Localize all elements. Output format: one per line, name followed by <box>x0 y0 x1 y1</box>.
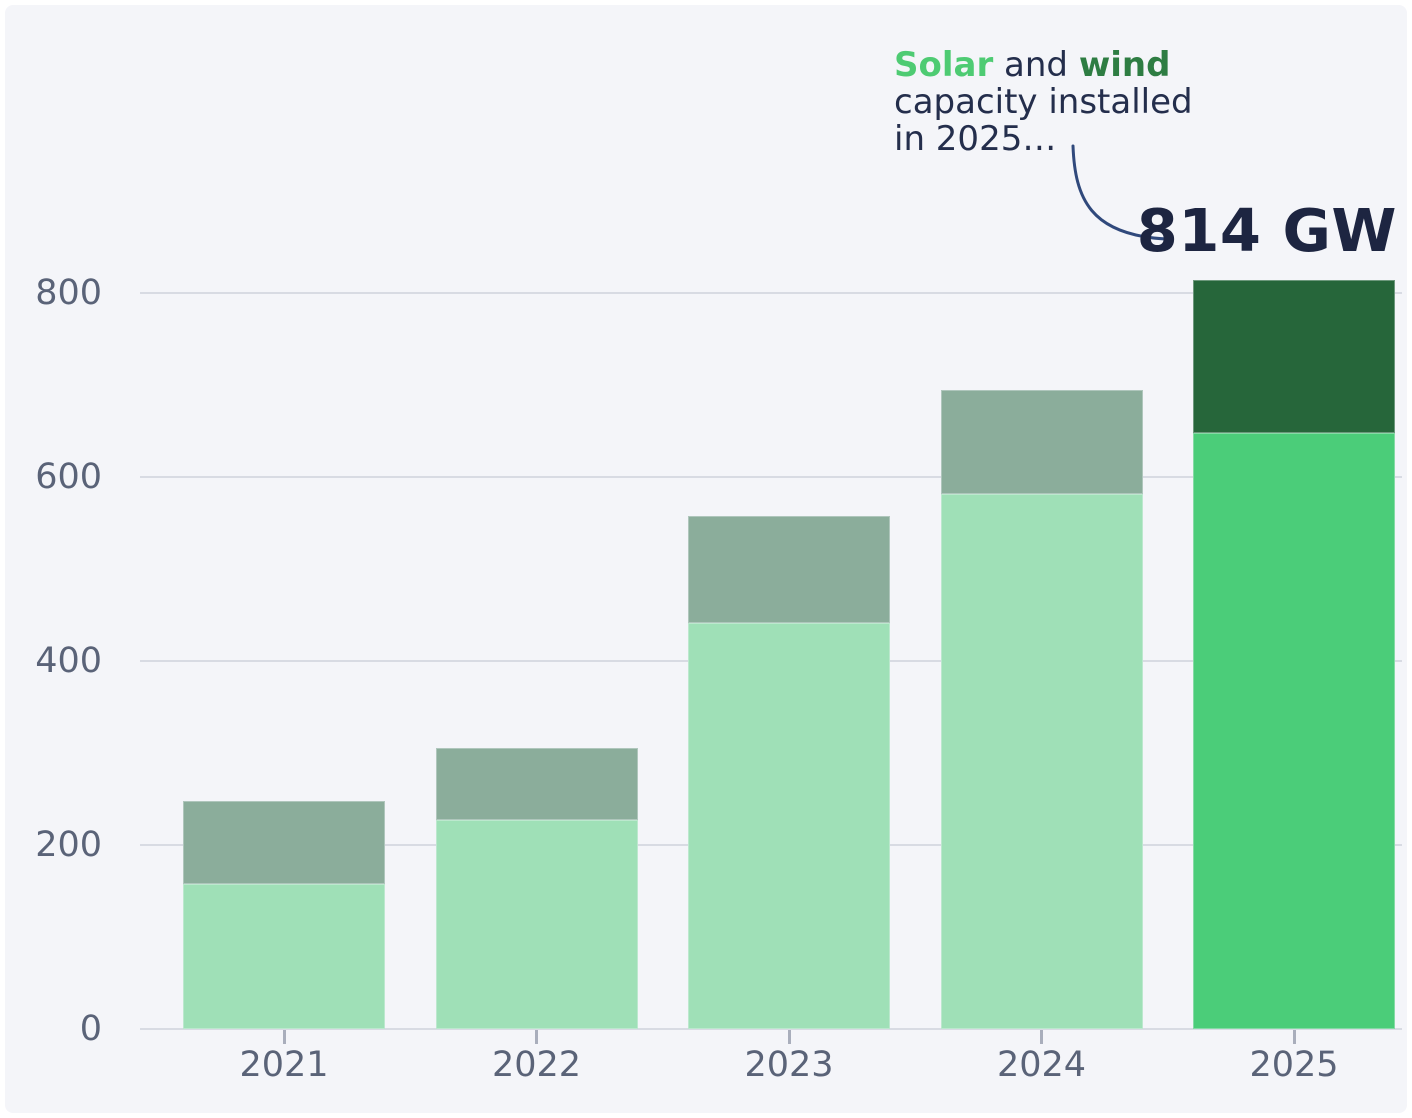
bar-segment-wind-2023 <box>688 515 890 624</box>
annotation-and-word: and <box>993 45 1079 85</box>
bar-segment-wind-2024 <box>940 389 1143 495</box>
x-axis-tick-2022 <box>535 1030 538 1044</box>
bar-segment-solar-2025 <box>1193 432 1395 1029</box>
x-axis-tick-2025 <box>1292 1030 1296 1044</box>
annotation-text-block: Solar and wind capacity installed in 202… <box>894 47 1193 158</box>
gridline-800 <box>140 292 1402 294</box>
annotation-solar-word: Solar <box>894 45 994 85</box>
x-axis-label-2025: 2025 <box>1249 1045 1339 1085</box>
total-value-label: 814 GW <box>1136 196 1397 265</box>
y-axis-label-800: 800 <box>35 273 102 313</box>
annotation-line-3: in 2025… <box>894 119 1057 159</box>
x-axis-tick-2023 <box>787 1030 791 1044</box>
x-axis-label-2024: 2024 <box>996 1045 1087 1085</box>
x-axis-tick-2021 <box>282 1030 286 1044</box>
bar-segment-solar-2023 <box>688 623 890 1029</box>
y-axis-labels-layer: 0 200 400 600 800 <box>5 5 1407 1113</box>
annotation-line-2: capacity installed <box>894 82 1193 122</box>
bar-segment-wind-2021 <box>183 800 385 884</box>
x-axis-label-2021: 2021 <box>239 1045 329 1085</box>
bar-segment-solar-2022 <box>435 820 638 1029</box>
y-axis-label-600: 600 <box>35 457 102 497</box>
x-axis-label-2023: 2023 <box>744 1045 834 1085</box>
chart-panel: 0 200 400 600 800 2021 2022 2023 2024 2025 Solar… <box>5 5 1407 1113</box>
x-axis-layer: 2021 2022 2023 2024 2025 <box>5 5 1407 1113</box>
bars-layer <box>5 5 1407 1113</box>
bar-segment-solar-2024 <box>940 494 1143 1029</box>
y-axis-label-200: 200 <box>35 825 102 865</box>
annotation-wind-word: wind <box>1078 45 1171 85</box>
gridline-0 <box>140 1028 1402 1030</box>
bar-segment-solar-2021 <box>183 883 385 1029</box>
x-axis-tick-2024 <box>1040 1030 1043 1044</box>
annotation-line-1: Solar and wind <box>894 47 1193 84</box>
y-axis-label-0: 0 <box>79 1009 102 1049</box>
y-axis-label-400: 400 <box>35 641 102 681</box>
bar-segment-wind-2022 <box>435 748 638 821</box>
gridline-600 <box>140 476 1402 478</box>
x-axis-label-2022: 2022 <box>491 1045 582 1085</box>
bar-segment-wind-2025 <box>1193 280 1395 433</box>
